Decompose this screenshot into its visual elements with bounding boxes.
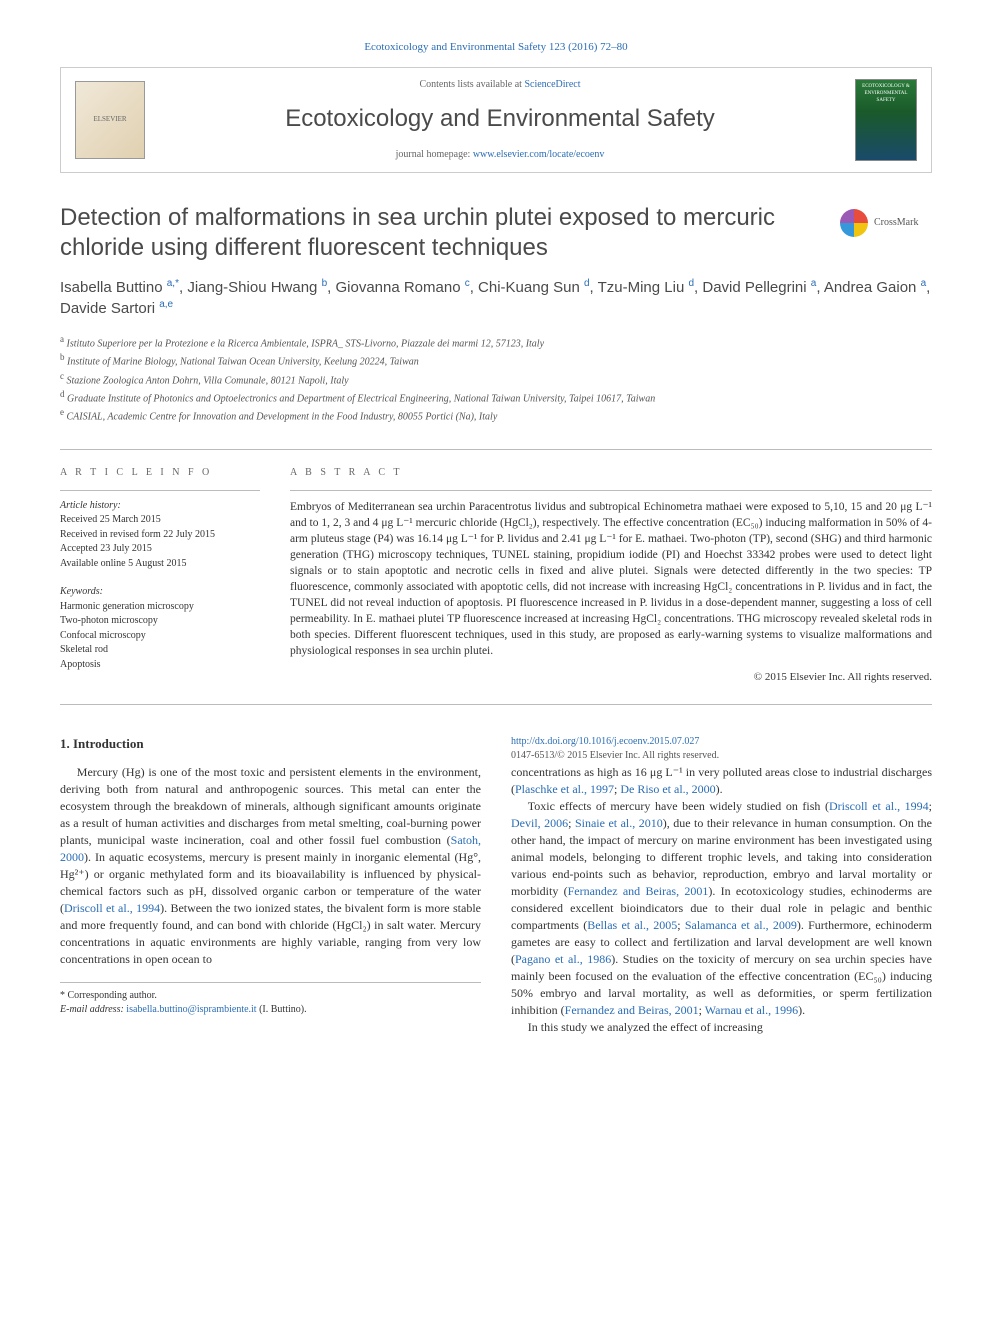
- keyword-line: Harmonic generation microscopy: [60, 600, 260, 615]
- abstract-text: Embryos of Mediterranean sea urchin Para…: [290, 499, 932, 660]
- keyword-line: Two-photon microscopy: [60, 614, 260, 629]
- history-line: Received 25 March 2015: [60, 513, 260, 528]
- email-suffix: (I. Buttino).: [257, 1004, 307, 1015]
- homepage-link[interactable]: www.elsevier.com/locate/ecoenv: [473, 149, 605, 160]
- affiliations: a Istituto Superiore per la Protezione e…: [60, 333, 932, 425]
- corresponding-author: * Corresponding author.: [60, 989, 481, 1003]
- affiliation-line: c Stazione Zoologica Anton Dohrn, Villa …: [60, 370, 932, 388]
- journal-name: Ecotoxicology and Environmental Safety: [157, 102, 843, 136]
- contents-prefix: Contents lists available at: [419, 79, 524, 90]
- authors: Isabella Buttino a,*, Jiang-Shiou Hwang …: [60, 277, 932, 319]
- title-row: Detection of malformations in sea urchin…: [60, 203, 932, 263]
- keyword-line: Confocal microscopy: [60, 629, 260, 644]
- crossmark-badge[interactable]: CrossMark: [840, 207, 932, 239]
- affiliation-line: e CAISIAL, Academic Centre for Innovatio…: [60, 406, 932, 424]
- header-box: ELSEVIER Contents lists available at Sci…: [60, 67, 932, 173]
- homepage-prefix: journal homepage:: [396, 149, 473, 160]
- homepage-line: journal homepage: www.elsevier.com/locat…: [157, 148, 843, 162]
- doi-link[interactable]: http://dx.doi.org/10.1016/j.ecoenv.2015.…: [511, 736, 699, 747]
- issn-line: 0147-6513/© 2015 Elsevier Inc. All right…: [511, 750, 719, 761]
- footnote-block: * Corresponding author. E-mail address: …: [60, 982, 481, 1017]
- history-line: Accepted 23 July 2015: [60, 542, 260, 557]
- intro-p3: Toxic effects of mercury have been widel…: [511, 798, 932, 1019]
- keywords-block: Keywords: Harmonic generation microscopy…: [60, 585, 260, 672]
- history-label: Article history:: [60, 499, 260, 514]
- intro-p2: concentrations as high as 16 μg L⁻¹ in v…: [511, 764, 932, 798]
- email-line: E-mail address: isabella.buttino@ispramb…: [60, 1003, 481, 1017]
- affiliation-line: d Graduate Institute of Photonics and Op…: [60, 388, 932, 406]
- crossmark-label: CrossMark: [874, 216, 918, 230]
- abstract-copyright: © 2015 Elsevier Inc. All rights reserved…: [290, 670, 932, 685]
- rule-abs: [290, 490, 932, 491]
- abstract-heading: A B S T R A C T: [290, 466, 932, 480]
- info-abstract-row: A R T I C L E I N F O Article history: R…: [60, 450, 932, 705]
- intro-p1: Mercury (Hg) is one of the most toxic an…: [60, 764, 481, 968]
- section-heading-intro: 1. Introduction: [60, 735, 481, 753]
- affiliation-line: a Istituto Superiore per la Protezione e…: [60, 333, 932, 351]
- body-columns: 1. Introduction Mercury (Hg) is one of t…: [60, 735, 932, 1036]
- history-line: Available online 5 August 2015: [60, 557, 260, 572]
- email-link[interactable]: isabella.buttino@isprambiente.it: [126, 1004, 256, 1015]
- rule-info-1: [60, 490, 260, 491]
- abstract: A B S T R A C T Embryos of Mediterranean…: [290, 466, 932, 687]
- contents-line: Contents lists available at ScienceDirec…: [157, 78, 843, 92]
- affiliation-line: b Institute of Marine Biology, National …: [60, 351, 932, 369]
- footer: http://dx.doi.org/10.1016/j.ecoenv.2015.…: [511, 735, 932, 763]
- history-line: Received in revised form 22 July 2015: [60, 528, 260, 543]
- intro-p4: In this study we analyzed the effect of …: [511, 1019, 932, 1036]
- crossmark-icon: [840, 209, 868, 237]
- journal-citation[interactable]: Ecotoxicology and Environmental Safety 1…: [60, 40, 932, 55]
- article-info: A R T I C L E I N F O Article history: R…: [60, 466, 260, 687]
- keyword-line: Apoptosis: [60, 658, 260, 673]
- keyword-line: Skeletal rod: [60, 643, 260, 658]
- rule-bottom: [60, 704, 932, 705]
- keywords-label: Keywords:: [60, 585, 260, 600]
- email-label: E-mail address:: [60, 1004, 126, 1015]
- elsevier-logo: ELSEVIER: [75, 81, 145, 159]
- journal-cover-icon: ECOTOXICOLOGY & ENVIRONMENTAL SAFETY: [855, 79, 917, 161]
- sciencedirect-link[interactable]: ScienceDirect: [524, 79, 580, 90]
- article-info-heading: A R T I C L E I N F O: [60, 466, 260, 480]
- article-title: Detection of malformations in sea urchin…: [60, 203, 828, 263]
- history-block: Article history: Received 25 March 2015R…: [60, 499, 260, 572]
- header-center: Contents lists available at ScienceDirec…: [145, 78, 855, 162]
